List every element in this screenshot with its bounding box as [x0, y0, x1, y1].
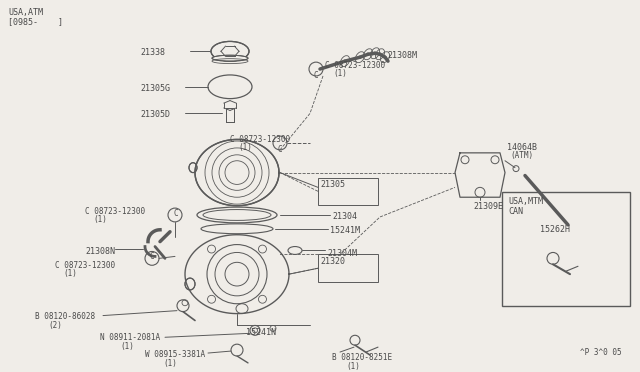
Text: 14064B: 14064B: [507, 143, 537, 152]
Polygon shape: [185, 235, 289, 314]
Text: 15241M: 15241M: [330, 226, 360, 235]
Text: (1): (1): [120, 342, 134, 351]
Ellipse shape: [189, 163, 197, 173]
Bar: [226, 109, 234, 122]
Text: USA,ATM: USA,ATM: [8, 8, 43, 17]
Text: 21308N: 21308N: [85, 247, 115, 256]
Text: ^P 3^0 05: ^P 3^0 05: [580, 348, 621, 357]
Text: C 08723-12300: C 08723-12300: [230, 135, 290, 144]
Text: 21320: 21320: [320, 257, 345, 266]
Text: [0985-    ]: [0985- ]: [8, 17, 63, 26]
Text: C 08723-12300: C 08723-12300: [325, 61, 385, 70]
Text: 21304M: 21304M: [327, 248, 357, 257]
Text: C: C: [278, 145, 283, 154]
Text: (1): (1): [163, 359, 177, 368]
Ellipse shape: [185, 278, 195, 290]
Text: (1): (1): [238, 143, 252, 152]
Text: 21305G: 21305G: [140, 84, 170, 93]
Text: (1): (1): [333, 69, 347, 78]
Text: (2): (2): [48, 321, 62, 330]
Polygon shape: [455, 153, 505, 197]
Text: B 08120-8251E: B 08120-8251E: [332, 353, 392, 362]
Text: C: C: [150, 252, 155, 262]
Ellipse shape: [211, 41, 249, 61]
Text: 21305: 21305: [320, 180, 345, 189]
Text: C 08723-12300: C 08723-12300: [55, 262, 115, 270]
Bar: [502, 192, 630, 306]
Bar: [318, 254, 378, 282]
Text: (1): (1): [63, 269, 77, 278]
Text: 21338: 21338: [140, 48, 165, 57]
Text: (1): (1): [93, 215, 107, 224]
Text: 21304: 21304: [332, 212, 357, 221]
Text: 15262H: 15262H: [540, 225, 570, 234]
Text: C 08723-12300: C 08723-12300: [85, 207, 145, 216]
Text: C: C: [173, 209, 178, 218]
Text: N 08911-2081A: N 08911-2081A: [100, 333, 160, 342]
Text: W 08915-3381A: W 08915-3381A: [145, 350, 205, 359]
Text: C: C: [314, 71, 319, 80]
Text: B 08120-86028: B 08120-86028: [35, 312, 95, 321]
Text: 15241N: 15241N: [246, 328, 276, 337]
Text: 21308M: 21308M: [387, 51, 417, 60]
Polygon shape: [195, 140, 279, 206]
Text: (1): (1): [346, 362, 360, 371]
Text: CAN: CAN: [508, 207, 523, 216]
Ellipse shape: [212, 55, 248, 61]
Text: (ATM): (ATM): [510, 151, 533, 160]
Text: USA,MTM: USA,MTM: [508, 197, 543, 206]
Text: 21305D: 21305D: [140, 110, 170, 119]
Bar: [226, 109, 234, 122]
Bar: [318, 177, 378, 205]
Text: 21309E: 21309E: [473, 202, 503, 211]
